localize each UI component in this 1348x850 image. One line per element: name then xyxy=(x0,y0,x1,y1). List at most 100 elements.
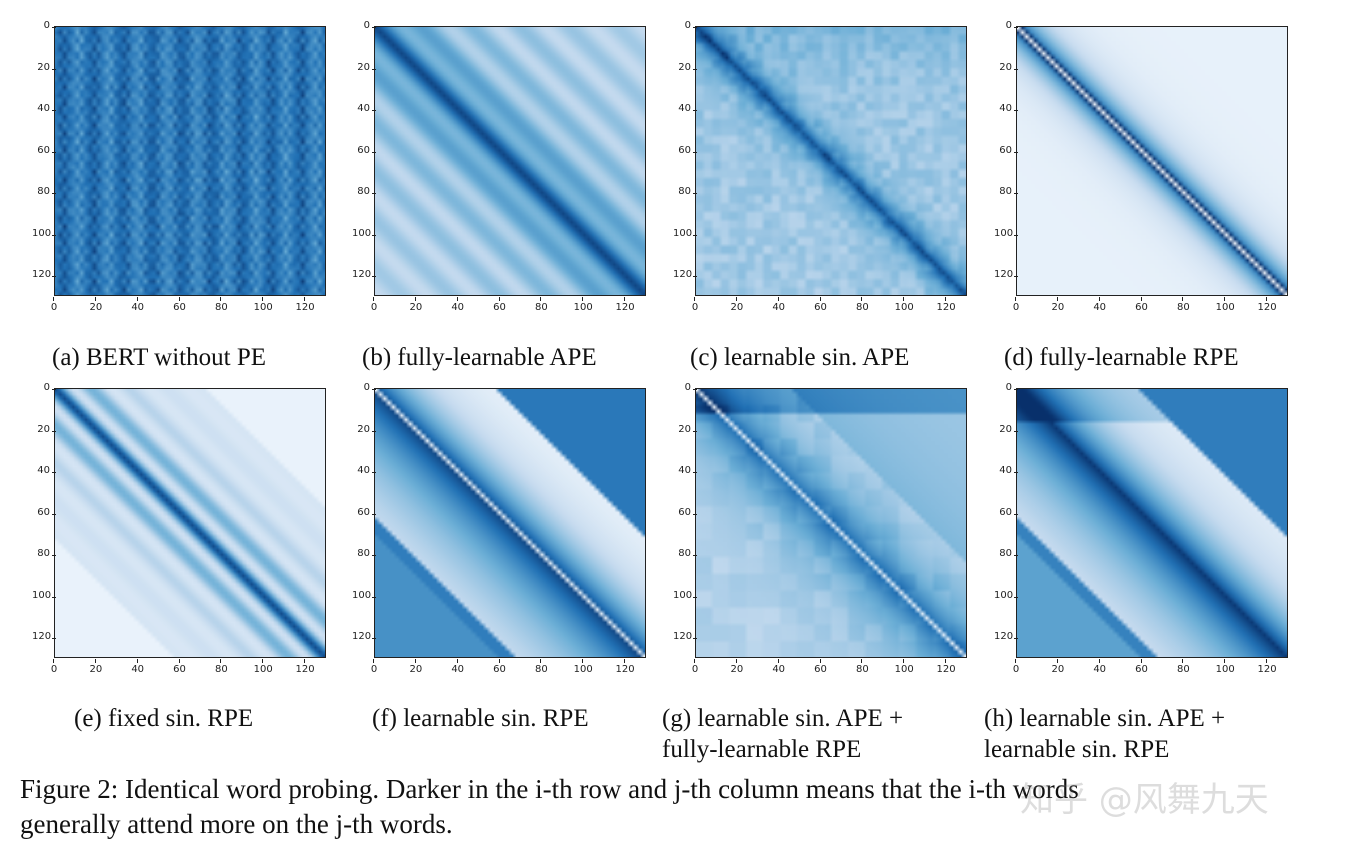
caption-e: (e) fixed sin. RPE xyxy=(74,703,253,734)
watermark: 知乎 @风舞九天 xyxy=(1020,780,1269,820)
x-tick-label: 20 xyxy=(1043,297,1073,313)
x-tick-label: 80 xyxy=(526,297,556,313)
x-tick-label: 120 xyxy=(290,659,320,675)
x-tick-label: 120 xyxy=(610,659,640,675)
caption-g: (g) learnable sin. APE + fully-learnable … xyxy=(662,703,903,765)
caption-c: (c) learnable sin. APE xyxy=(690,342,909,373)
x-tick-label: 40 xyxy=(764,297,794,313)
x-tick-label: 80 xyxy=(847,297,877,313)
figure-caption: Figure 2: Identical word probing. Darker… xyxy=(20,772,1320,842)
y-tick-label: 120 xyxy=(352,631,376,643)
y-tick-label: 20 xyxy=(352,62,376,73)
caption-d: (d) fully-learnable RPE xyxy=(1004,342,1239,373)
x-tick-label: 20 xyxy=(722,297,752,313)
heatmap-e xyxy=(54,388,326,658)
heatmap-frame xyxy=(374,388,646,658)
x-tick-label: 100 xyxy=(248,297,278,313)
x-tick-label: 120 xyxy=(931,659,961,675)
x-tick-label: 0 xyxy=(1001,297,1031,313)
x-tick-label: 100 xyxy=(1210,659,1240,675)
y-tick-label: 80 xyxy=(352,548,376,559)
y-tick-label: 80 xyxy=(32,548,56,559)
y-tick-label: 60 xyxy=(352,145,376,156)
heatmap-b xyxy=(374,26,646,296)
x-tick-label: 60 xyxy=(485,659,515,675)
panel-g: 0 20 40 60 80 100 120 0 20 40 60 80 100 120 xyxy=(673,382,973,688)
x-tick-label: 40 xyxy=(443,659,473,675)
y-tick-label: 100 xyxy=(994,227,1018,239)
y-tick-label: 40 xyxy=(32,103,56,114)
y-tick-label: 100 xyxy=(673,589,697,601)
y-tick-label: 40 xyxy=(32,465,56,476)
heatmap-a xyxy=(54,26,326,296)
y-tick-label: 20 xyxy=(673,62,697,73)
caption-f: (f) learnable sin. RPE xyxy=(372,703,589,734)
x-tick-label: 40 xyxy=(1085,659,1115,675)
heatmap-frame xyxy=(374,26,646,296)
x-tick-label: 60 xyxy=(485,297,515,313)
y-tick-label: 60 xyxy=(673,507,697,518)
y-tick-label: 40 xyxy=(994,465,1018,476)
y-tick-label: 40 xyxy=(673,465,697,476)
x-tick-label: 120 xyxy=(290,297,320,313)
x-tick-label: 0 xyxy=(39,297,69,313)
x-tick-label: 20 xyxy=(81,659,111,675)
y-tick-label: 20 xyxy=(32,62,56,73)
y-tick-label: 20 xyxy=(673,424,697,435)
x-tick-label: 80 xyxy=(526,659,556,675)
heatmap-frame xyxy=(1016,388,1288,658)
y-tick-label: 0 xyxy=(994,20,1018,31)
x-tick-label: 20 xyxy=(401,297,431,313)
x-tick-label: 120 xyxy=(1252,297,1282,313)
x-tick-label: 80 xyxy=(206,297,236,313)
x-tick-label: 0 xyxy=(1001,659,1031,675)
y-tick-label: 40 xyxy=(673,103,697,114)
x-tick-label: 60 xyxy=(165,659,195,675)
y-tick-label: 0 xyxy=(352,20,376,31)
y-tick-label: 80 xyxy=(673,548,697,559)
panel-a: 0 20 40 60 80 100 120 0 20 40 60 80 100 120 xyxy=(32,20,332,326)
y-tick-label: 60 xyxy=(994,145,1018,156)
y-tick-label: 120 xyxy=(32,269,56,281)
x-tick-label: 60 xyxy=(1127,297,1157,313)
panel-e: 0 20 40 60 80 100 120 0 20 40 60 80 100 120 xyxy=(32,382,332,688)
x-tick-label: 60 xyxy=(165,297,195,313)
y-tick-label: 120 xyxy=(994,631,1018,643)
x-tick-label: 40 xyxy=(443,297,473,313)
x-tick-label: 0 xyxy=(359,659,389,675)
x-tick-label: 20 xyxy=(1043,659,1073,675)
y-tick-label: 0 xyxy=(673,20,697,31)
y-tick-label: 80 xyxy=(32,186,56,197)
y-tick-label: 0 xyxy=(32,382,56,393)
x-tick-label: 80 xyxy=(206,659,236,675)
heatmap-g xyxy=(695,388,967,658)
y-tick-label: 80 xyxy=(673,186,697,197)
x-tick-label: 100 xyxy=(248,659,278,675)
heatmap-d xyxy=(1016,26,1288,296)
caption-h: (h) learnable sin. APE + learnable sin. R… xyxy=(984,703,1225,765)
x-tick-label: 80 xyxy=(1168,659,1198,675)
x-tick-label: 0 xyxy=(359,297,389,313)
y-tick-label: 20 xyxy=(994,62,1018,73)
panel-h: 0 20 40 60 80 100 120 0 20 40 60 80 100 120 xyxy=(994,382,1294,688)
x-tick-label: 40 xyxy=(123,659,153,675)
x-tick-label: 100 xyxy=(889,659,919,675)
heatmap-frame xyxy=(54,388,326,658)
y-tick-label: 60 xyxy=(352,507,376,518)
y-tick-label: 80 xyxy=(994,548,1018,559)
y-tick-label: 60 xyxy=(994,507,1018,518)
y-tick-label: 60 xyxy=(32,507,56,518)
y-tick-label: 80 xyxy=(994,186,1018,197)
y-tick-label: 60 xyxy=(673,145,697,156)
caption-line: (e) fixed sin. RPE xyxy=(74,705,254,732)
x-tick-label: 20 xyxy=(401,659,431,675)
y-tick-label: 100 xyxy=(352,589,376,601)
y-tick-label: 0 xyxy=(994,382,1018,393)
y-tick-label: 100 xyxy=(352,227,376,239)
y-tick-label: 100 xyxy=(994,589,1018,601)
y-tick-label: 20 xyxy=(32,424,56,435)
y-tick-label: 40 xyxy=(994,103,1018,114)
caption-line: (h) learnable sin. APE + xyxy=(984,705,1226,732)
panel-c: 0 20 40 60 80 100 120 0 20 40 60 80 100 120 xyxy=(673,20,973,326)
y-tick-label: 40 xyxy=(352,465,376,476)
